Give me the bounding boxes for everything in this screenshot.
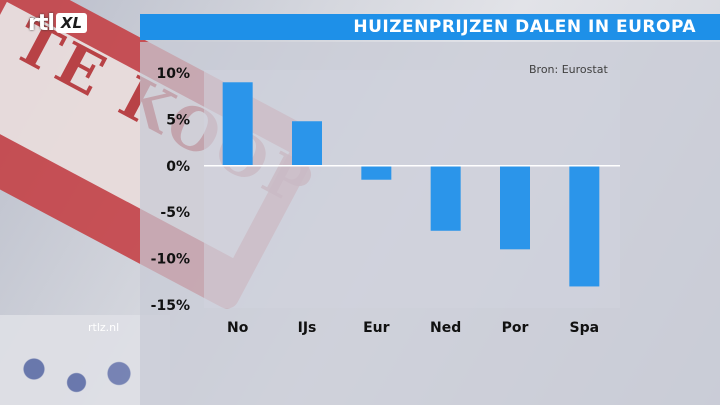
category-label: No xyxy=(227,320,249,336)
logo-xl: XL xyxy=(55,13,88,33)
y-tick-label: 10% xyxy=(156,66,190,82)
bar-por xyxy=(500,165,530,250)
channel-logo: rtl XL xyxy=(28,8,88,38)
title-bar: HUIZENPRIJZEN DALEN IN EUROPA xyxy=(140,14,720,40)
y-tick-label: -10% xyxy=(151,252,190,268)
y-tick-label: 5% xyxy=(166,112,190,128)
y-tick-label: 0% xyxy=(166,159,190,175)
logo-rtl: rtl xyxy=(28,10,55,36)
bar-spa xyxy=(569,165,600,287)
y-tick-label: -5% xyxy=(160,205,190,221)
category-label: Eur xyxy=(363,320,390,336)
category-label: Ned xyxy=(430,320,461,336)
bar-no xyxy=(222,82,253,166)
category-label: IJs xyxy=(298,320,317,336)
bar-eur xyxy=(361,165,392,180)
chart-title: HUIZENPRIJZEN DALEN IN EUROPA xyxy=(353,17,696,37)
category-label: Por xyxy=(502,320,529,336)
category-label: Spa xyxy=(570,320,600,336)
watermark-url: rtlz.nl xyxy=(88,321,120,334)
plot-area xyxy=(204,70,620,308)
source-label: Bron: Eurostat xyxy=(529,63,608,76)
y-tick-label: -15% xyxy=(151,298,190,314)
bar-ned xyxy=(430,165,461,231)
bar-ijs xyxy=(292,121,322,166)
